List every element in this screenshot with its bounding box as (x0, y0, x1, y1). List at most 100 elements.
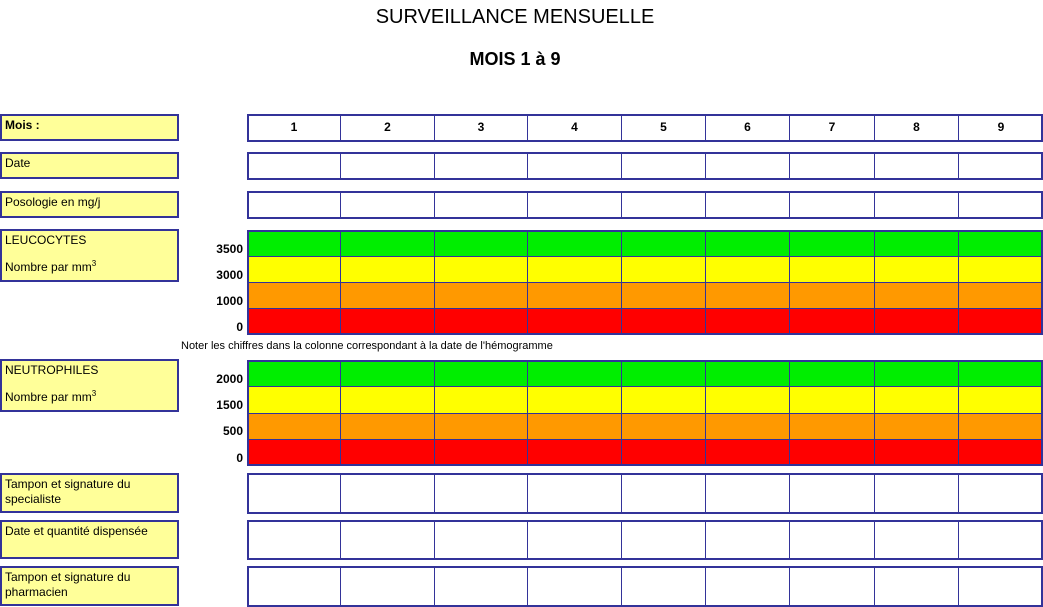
unit-exponent: 3 (91, 389, 97, 398)
month-cell: 4 (527, 114, 622, 141)
grid-cell (340, 256, 435, 283)
grid-cell (434, 473, 528, 513)
grid-cell (789, 520, 875, 559)
grid-cell (874, 282, 959, 309)
row-label: Mois : (0, 114, 179, 141)
month-cell: 6 (705, 114, 790, 141)
grid-cell (527, 282, 622, 309)
grid-cell (434, 412, 528, 440)
unit-exponent: 3 (91, 259, 97, 268)
grid-cell (621, 520, 706, 559)
grid-cell (705, 191, 790, 218)
grid-cell (527, 473, 622, 513)
grid-cell (874, 360, 959, 388)
grid-cell (434, 566, 528, 606)
grid-cell (621, 566, 706, 606)
month-cell: 3 (434, 114, 528, 141)
month-cell: 2 (340, 114, 435, 141)
grid-cell (705, 230, 790, 257)
grid-cell (527, 152, 622, 179)
grid-cell (789, 308, 875, 335)
row-label-text: Tampon et signature du specialiste (5, 477, 131, 506)
grid-cell (340, 308, 435, 335)
month-cell: 5 (621, 114, 706, 141)
row-label-text: Posologie en mg/j (5, 195, 101, 209)
level-label: 2000 (216, 371, 243, 386)
grid-cell (527, 566, 622, 606)
grid-cell (958, 360, 1043, 388)
grid-cell (527, 520, 622, 559)
month-cell: 1 (247, 114, 341, 141)
grid-cell (527, 438, 622, 466)
grid-cell (705, 152, 790, 179)
grid-cell (789, 256, 875, 283)
grid-cell (789, 438, 875, 466)
grid-cell (789, 282, 875, 309)
grid-cell (705, 438, 790, 466)
row-label-text: Date (5, 156, 31, 170)
row-label: Date (0, 152, 179, 179)
grid-cell (434, 191, 528, 218)
grid-cell (874, 520, 959, 559)
grid-cell (527, 230, 622, 257)
grid-cell (527, 256, 622, 283)
grid-cell (621, 308, 706, 335)
grid-cell (789, 566, 875, 606)
grid-cell (434, 282, 528, 309)
row-label-text: LEUCOCYTES (5, 233, 87, 247)
grid-cell (527, 308, 622, 335)
grid-cell (958, 473, 1043, 513)
row-label-text: NEUTROPHILES (5, 363, 99, 377)
grid-cell (874, 438, 959, 466)
grid-cell (434, 256, 528, 283)
grid-cell (340, 360, 435, 388)
unit: Nombre par mm3 (5, 256, 174, 275)
grid-cell (247, 438, 341, 466)
grid-cell (247, 566, 341, 606)
grid-cell (958, 191, 1043, 218)
grid-cell (789, 152, 875, 179)
grid-cell (705, 520, 790, 559)
grid-cell (340, 566, 435, 606)
row-label: Tampon et signature du pharmacien (0, 566, 179, 606)
grid-cell (874, 152, 959, 179)
row-label-text: Mois : (5, 118, 40, 132)
grid-cell (958, 282, 1043, 309)
grid-cell (247, 308, 341, 335)
level-label: 1000 (216, 293, 243, 308)
row-label: Posologie en mg/j (0, 191, 179, 218)
grid-cell (705, 386, 790, 414)
grid-cell (958, 520, 1043, 559)
grid-cell (621, 230, 706, 257)
row-label-text: Tampon et signature du pharmacien (5, 570, 131, 599)
grid-cell (621, 152, 706, 179)
grid-cell (434, 308, 528, 335)
row-label: Tampon et signature du specialiste (0, 473, 179, 513)
grid-cell (958, 412, 1043, 440)
grid-cell (705, 566, 790, 606)
level-label: 3000 (216, 267, 243, 282)
grid-cell (340, 386, 435, 414)
grid-cell (789, 412, 875, 440)
grid-cell (434, 152, 528, 179)
grid-cell (247, 191, 341, 218)
month-cell: 7 (789, 114, 875, 141)
grid-cell (247, 230, 341, 257)
grid-cell (247, 152, 341, 179)
grid-cell (705, 473, 790, 513)
grid-cell (874, 230, 959, 257)
grid-cell (247, 282, 341, 309)
grid-cell (705, 308, 790, 335)
grid-cell (874, 308, 959, 335)
grid-cell (958, 230, 1043, 257)
month-cell: 9 (958, 114, 1043, 141)
grid-cell (340, 191, 435, 218)
grid-cell (527, 191, 622, 218)
grid-cell (247, 520, 341, 559)
level-label: 500 (222, 424, 243, 439)
grid-cell (874, 566, 959, 606)
note: Noter les chiffres dans la colonne corre… (181, 340, 553, 352)
level-label: 0 (236, 450, 243, 465)
title: SURVEILLANCE MENSUELLE (375, 6, 655, 28)
grid-cell (434, 230, 528, 257)
